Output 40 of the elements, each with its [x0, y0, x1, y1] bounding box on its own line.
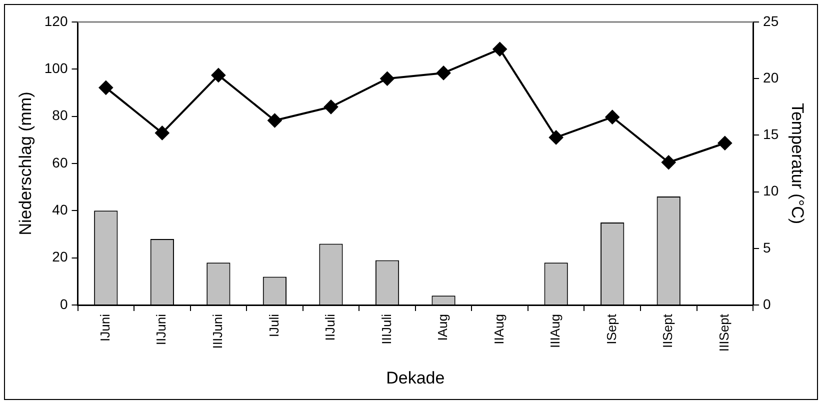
point [492, 42, 507, 56]
y-tick-label: 80 [52, 107, 68, 124]
y2-tick-label: 10 [763, 182, 779, 199]
x-tick-label: IIAug [491, 314, 506, 344]
point [155, 126, 170, 140]
point [662, 155, 676, 170]
x-tick-label: IIIAug [548, 314, 563, 348]
x-tick-label: ISept [604, 314, 619, 344]
x-tick-label: IAug [435, 314, 450, 341]
point [436, 66, 451, 80]
point [380, 72, 394, 86]
point [718, 136, 732, 150]
point [605, 110, 620, 124]
x-tick-label: IIIJuli [378, 314, 394, 344]
x-axis-title: Dekade [386, 368, 445, 388]
x-tick-label: IIJuni [154, 314, 169, 346]
x-tick-label: IIJuli [322, 314, 338, 341]
x-tick-label: IIISept [716, 314, 732, 352]
y-tick-label: 40 [52, 202, 68, 218]
y2-tick-label: 15 [763, 126, 779, 142]
y-tick-label: 20 [52, 248, 68, 265]
point [324, 100, 338, 114]
y2-tick-label: 0 [763, 296, 772, 312]
x-tick-label: IJuni [97, 314, 112, 342]
x-tick-label: IIIJuni [210, 314, 226, 349]
point [211, 68, 226, 82]
y-tick-label: 120 [44, 12, 68, 29]
y2-axis-title: Temperatur (°C) [788, 102, 808, 224]
y2-tick-label: 25 [763, 12, 779, 29]
x-tick-label: IJuli [266, 314, 282, 338]
point [268, 113, 282, 128]
x-tick-label: IISept [660, 314, 676, 348]
y-tick-label: 0 [60, 296, 68, 312]
y2-tick-label: 5 [763, 239, 772, 256]
y-tick-label: 100 [44, 60, 68, 76]
point [98, 80, 113, 95]
y-axis-title: Niederschlag (mm) [16, 92, 35, 236]
point [549, 130, 564, 144]
y2-tick-label: 20 [763, 69, 779, 86]
y-tick-label: 60 [52, 154, 68, 170]
